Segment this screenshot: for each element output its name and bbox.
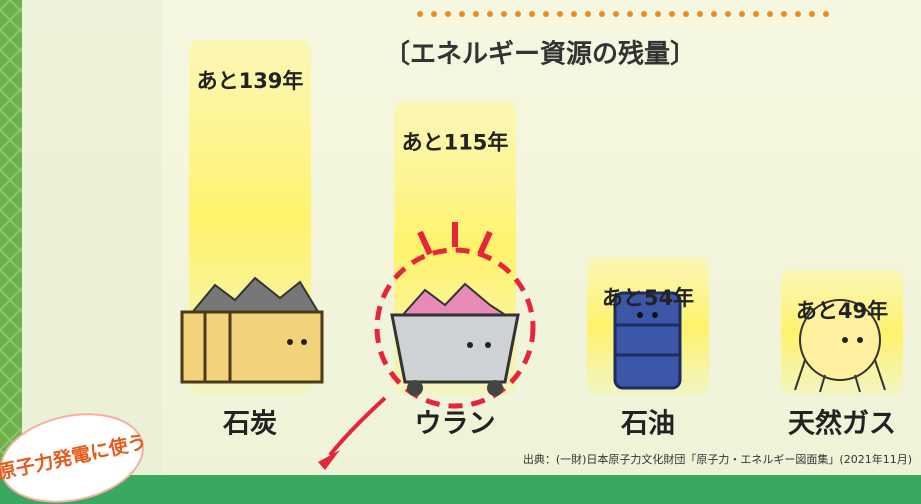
category-label: 石炭 xyxy=(222,409,277,440)
gas-tank xyxy=(794,299,886,393)
source: 出典：(一財)日本原子力文化財団「原子力・エネルギー図面集」(2021年11月) xyxy=(523,452,912,466)
value-label: あと49年 xyxy=(796,299,888,323)
oil-drum xyxy=(613,291,682,390)
coal-cart xyxy=(180,276,324,384)
category-label: ウラン xyxy=(415,409,496,440)
arrow xyxy=(328,396,387,457)
badge: 原子力発電に使う xyxy=(0,413,149,503)
category-label: 天然ガス xyxy=(788,408,896,440)
value-label: あと54年 xyxy=(602,286,694,310)
uranium-cart xyxy=(374,222,536,409)
value-label: あと139年 xyxy=(197,69,304,93)
chart-title: 〔エネルギー資源の残量〕 xyxy=(384,40,696,70)
value-label: あと115年 xyxy=(402,130,509,154)
bottom-band xyxy=(0,475,921,504)
arrow-head xyxy=(318,450,340,470)
side-pattern xyxy=(0,0,22,504)
category-label: 石油 xyxy=(620,409,675,440)
